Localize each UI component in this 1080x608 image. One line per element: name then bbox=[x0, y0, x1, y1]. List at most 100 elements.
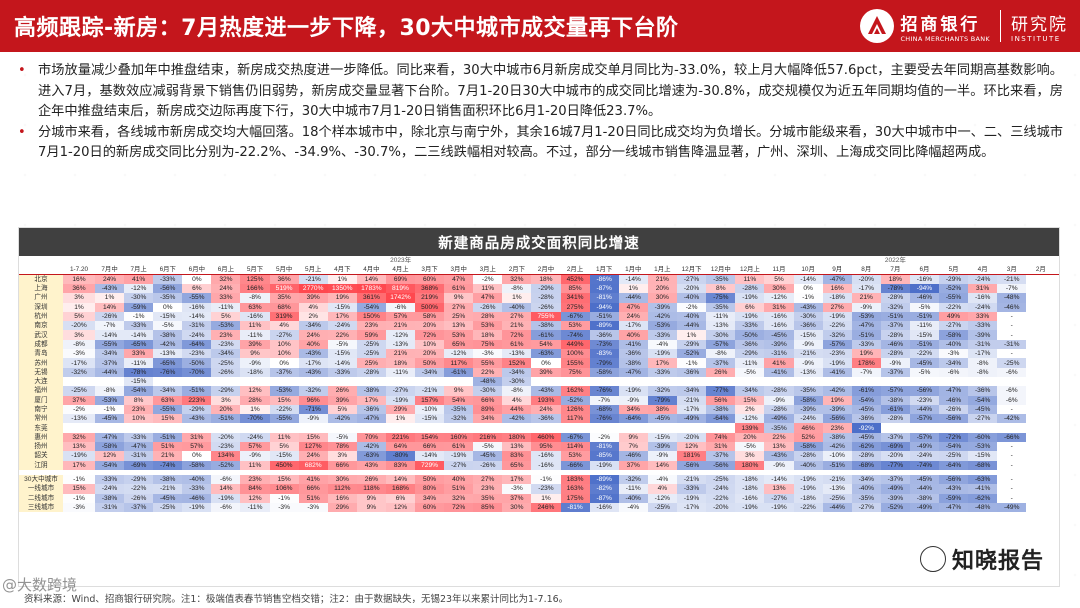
table-cell: -9% bbox=[793, 358, 823, 368]
table-cell bbox=[299, 423, 328, 432]
table-cell: -26% bbox=[95, 311, 125, 322]
table-cell: -15% bbox=[327, 349, 357, 359]
table-cell: -76% bbox=[589, 386, 619, 396]
table-cell: 452% bbox=[560, 274, 590, 284]
column-header: 1月中 bbox=[618, 265, 648, 275]
table-cell: 65% bbox=[444, 339, 474, 350]
city-label: 南宁 bbox=[19, 404, 63, 415]
table-cell: -39% bbox=[822, 404, 852, 415]
table-cell: 246% bbox=[531, 502, 561, 513]
table-cell: 175% bbox=[560, 493, 590, 503]
table-cell: -58% bbox=[793, 395, 823, 405]
table-cell: 12% bbox=[385, 502, 416, 513]
table-cell: -60% bbox=[968, 432, 998, 443]
table-cell: 56% bbox=[706, 395, 736, 405]
table-cell: 3% bbox=[327, 451, 357, 461]
table-cell: 368% bbox=[415, 284, 445, 294]
table-cell: -3% bbox=[939, 349, 969, 359]
table-cell: -5% bbox=[327, 339, 357, 350]
table-cell: 15% bbox=[298, 432, 328, 443]
table-cell: -48% bbox=[997, 293, 1027, 303]
table-cell: -24% bbox=[182, 330, 212, 340]
watermark: 知晓报告 bbox=[911, 541, 1052, 577]
table-cell: -49% bbox=[909, 502, 940, 513]
table-cell: 22% bbox=[327, 330, 357, 340]
table-cell: -81% bbox=[589, 442, 619, 452]
table-cell: -31% bbox=[124, 451, 154, 461]
table-cell: -52% bbox=[560, 395, 590, 405]
table-cell: 21% bbox=[647, 274, 677, 284]
table-cell: -37% bbox=[706, 451, 736, 461]
table-cell bbox=[764, 377, 793, 386]
table-cell: 57% bbox=[385, 311, 416, 322]
table-cell: -12% bbox=[735, 414, 765, 424]
table-cell: -43% bbox=[182, 414, 212, 424]
table-cell: 11% bbox=[473, 284, 503, 294]
year-label: 2023年 bbox=[390, 257, 412, 264]
bullet-text: 市场放量减少叠加年中推盘结束，新房成交热度进一步降低。同比来看，30大中城市6月… bbox=[38, 63, 1063, 120]
page-title: 高频跟踪-新房：7月热度进一步下降，30大中城市成交量再下台阶 bbox=[14, 16, 679, 41]
table-cell bbox=[531, 377, 560, 386]
column-header: 6月 bbox=[909, 265, 940, 275]
table-cell: -7% bbox=[997, 284, 1027, 294]
table-cell: 37% bbox=[618, 460, 648, 470]
table-cell: -46% bbox=[939, 395, 969, 405]
table-cell: 54% bbox=[444, 395, 474, 405]
table-cell: -9% bbox=[793, 339, 823, 350]
table-cell: 4% bbox=[269, 321, 299, 331]
table-cell: 30% bbox=[764, 284, 794, 294]
table-cell: -22% bbox=[124, 484, 154, 494]
table-cell: -17% bbox=[298, 358, 328, 368]
table-cell: 80% bbox=[415, 484, 445, 494]
table-cell: 29% bbox=[385, 404, 416, 415]
table-cell: -55% bbox=[939, 293, 969, 303]
table-cell bbox=[357, 377, 386, 386]
table-cell: -22% bbox=[909, 349, 940, 359]
table-cell: 2% bbox=[298, 311, 328, 322]
table-cell: -1% bbox=[676, 358, 707, 368]
table-cell: 27% bbox=[502, 311, 532, 322]
table-cell: -28% bbox=[764, 404, 794, 415]
column-header: 2月下 bbox=[502, 265, 532, 275]
table-cell: 5% bbox=[63, 311, 95, 322]
table-cell: -10% bbox=[415, 404, 445, 415]
table-cell: 17% bbox=[327, 311, 357, 322]
table-cell: 24% bbox=[298, 451, 328, 461]
institute-name: 研究院 bbox=[1011, 14, 1068, 35]
table-cell: -14% bbox=[618, 274, 648, 284]
table-cell: -46% bbox=[997, 302, 1027, 312]
table-cell: -33% bbox=[851, 339, 881, 350]
table-cell: 83% bbox=[502, 451, 532, 461]
table-cell: 14% bbox=[356, 274, 386, 284]
table-cell bbox=[386, 423, 415, 432]
table-cell: -87% bbox=[589, 493, 619, 503]
column-header: 4月下 bbox=[327, 265, 357, 275]
table-cell: 55% bbox=[473, 358, 503, 368]
table-cell: 183% bbox=[560, 474, 590, 485]
table-cell: 139% bbox=[735, 423, 765, 433]
table-cell: -59% bbox=[939, 493, 969, 503]
table-cell: 50% bbox=[415, 358, 445, 368]
table-row: 扬州 13% -58% -47% 51% 57% -23% 57% 5% 127% 78% -42% 6… bbox=[19, 442, 1059, 452]
table-cell: -47% bbox=[95, 432, 125, 443]
table-cell: -40% bbox=[182, 474, 212, 485]
table-cell: 1% bbox=[676, 330, 707, 340]
table-cell: 1% bbox=[531, 493, 561, 503]
table-row: 一线城市 15% -24% -22% -21% -33% 14% 84% 106% 66% 112%… bbox=[19, 484, 1059, 494]
table-cell: 150% bbox=[356, 311, 386, 322]
table-row: 常州 -13% -45% 10% 15% -43% -51% -70% -55% -9% -42% -… bbox=[19, 414, 1059, 424]
table-cell: 16% bbox=[327, 493, 357, 503]
table-cell: 41% bbox=[124, 274, 154, 284]
table-cell: 66% bbox=[298, 484, 328, 494]
table-cell: 10% bbox=[415, 339, 445, 350]
table-cell: 12% bbox=[676, 442, 707, 452]
table-cell: -76% bbox=[589, 414, 619, 424]
table-cell: -79% bbox=[647, 395, 677, 405]
table-cell bbox=[910, 377, 939, 386]
year-label: 2022年 bbox=[884, 257, 906, 264]
table-cell: -5% bbox=[473, 442, 503, 452]
table-cell: -63% bbox=[356, 451, 386, 461]
column-header bbox=[19, 265, 63, 275]
table-cell: 193% bbox=[531, 395, 561, 405]
table-cell: -15% bbox=[153, 311, 183, 322]
